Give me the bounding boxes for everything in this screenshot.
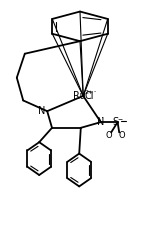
Text: Ru: Ru: [73, 91, 86, 101]
Text: O: O: [118, 131, 125, 140]
Text: S: S: [112, 117, 118, 127]
Text: N: N: [97, 117, 104, 127]
Text: 2+: 2+: [85, 89, 94, 94]
Text: Cl: Cl: [85, 91, 94, 101]
Text: N: N: [38, 106, 45, 116]
Text: −: −: [118, 115, 123, 120]
Text: ·: ·: [101, 113, 104, 123]
Text: -: -: [94, 89, 96, 94]
Text: O: O: [106, 131, 112, 140]
